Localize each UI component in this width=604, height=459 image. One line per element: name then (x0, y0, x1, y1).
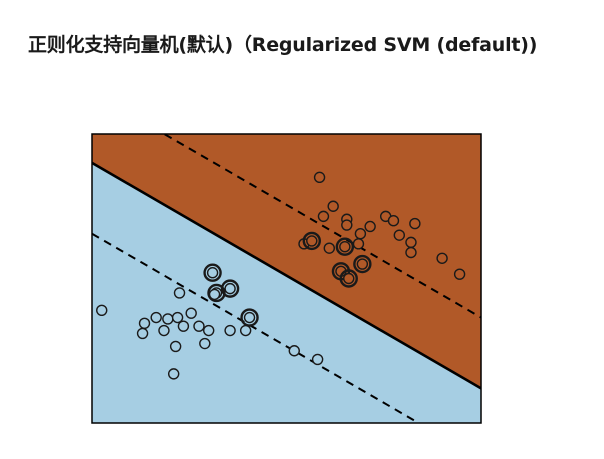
data-point (313, 171, 326, 184)
support-vector-point (302, 231, 321, 251)
support-vector-point (220, 279, 240, 298)
data-point (158, 324, 170, 337)
margin-line-upper (162, 134, 481, 319)
data-point (239, 324, 252, 337)
data-point (173, 287, 186, 299)
data-point (364, 220, 376, 233)
data-point (96, 304, 108, 316)
class-b-region (92, 134, 481, 389)
data-point (208, 288, 221, 301)
data-point (405, 236, 417, 249)
support-vector-point (339, 269, 358, 288)
data-point (162, 313, 174, 325)
decision-boundary-line (92, 161, 481, 390)
data-point (436, 252, 448, 264)
data-point (177, 320, 190, 332)
data-point (199, 337, 211, 350)
data-point (387, 214, 400, 227)
data-point (405, 246, 417, 259)
plot-area (92, 134, 481, 423)
data-point (171, 311, 184, 324)
data-point (409, 217, 421, 230)
data-point (169, 340, 182, 353)
data-point (341, 219, 353, 231)
margin-line-lower (92, 232, 421, 423)
data-point (317, 210, 330, 223)
data-point (138, 317, 151, 329)
data-point (167, 368, 180, 380)
data-point (224, 324, 236, 337)
plot-frame (91, 133, 482, 424)
data-point (185, 307, 197, 319)
support-vector-point (203, 263, 222, 282)
data-point (352, 238, 365, 250)
data-point (354, 228, 367, 240)
data-points (96, 171, 466, 380)
support-vector-point (353, 254, 372, 274)
data-point (150, 311, 162, 324)
data-point (311, 353, 324, 366)
data-point (393, 229, 406, 241)
data-point (323, 242, 335, 254)
data-point (202, 324, 215, 337)
data-point (288, 345, 300, 357)
support-vector-point (335, 237, 355, 256)
data-point (136, 327, 149, 340)
support-vector-point (240, 308, 259, 327)
page-title: 正则化支持向量机(默认)（Regularized SVM (default)) (28, 34, 538, 56)
data-point (193, 320, 205, 332)
data-point (453, 268, 466, 280)
data-point (327, 200, 339, 212)
